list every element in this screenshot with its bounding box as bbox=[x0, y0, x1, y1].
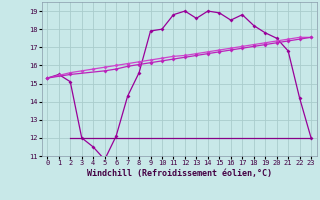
X-axis label: Windchill (Refroidissement éolien,°C): Windchill (Refroidissement éolien,°C) bbox=[87, 169, 272, 178]
